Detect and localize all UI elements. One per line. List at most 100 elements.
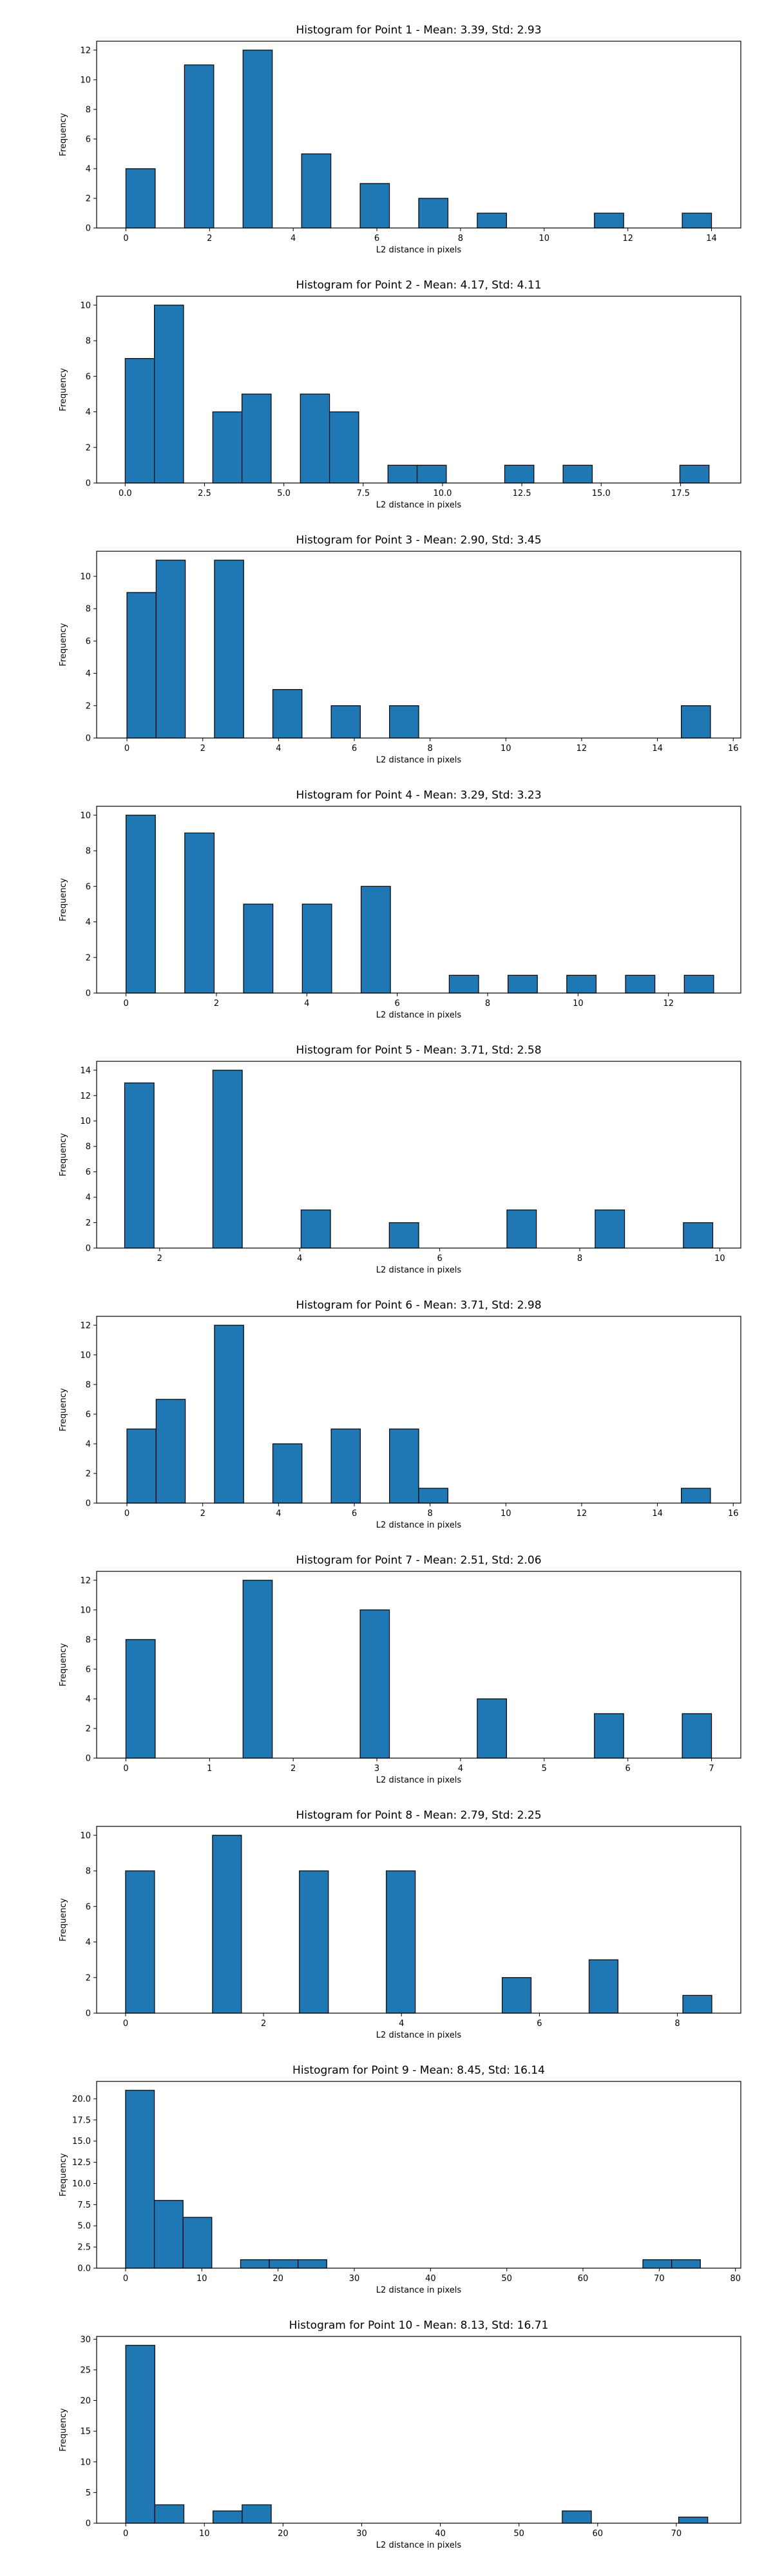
histogram-panel-1: Histogram for Point 1 - Mean: 3.39, Std:… — [0, 0, 773, 255]
x-tick-label: 1 — [207, 1764, 212, 1774]
histogram-bar — [155, 1399, 186, 1504]
histogram-svg: Histogram for Point 7 - Mean: 2.51, Std:… — [59, 1554, 741, 1785]
y-tick-label: 0 — [86, 479, 91, 489]
x-tick-label: 14 — [706, 234, 717, 243]
histogram-panel-2: Histogram for Point 2 - Mean: 4.17, Std:… — [0, 255, 773, 510]
histogram-bar — [389, 705, 419, 739]
y-tick-label: 2 — [86, 1724, 91, 1734]
x-tick-label: 2.5 — [198, 489, 211, 498]
histogram-bar — [387, 464, 418, 484]
x-tick-label: 0 — [123, 2274, 128, 2284]
histogram-svg: Histogram for Point 10 - Mean: 8.13, Std… — [59, 2319, 741, 2550]
y-tick-label: 10 — [80, 811, 91, 820]
x-tick-label: 0 — [123, 1764, 128, 1774]
histogram-bar — [126, 1428, 157, 1504]
histogram-bar — [301, 153, 332, 229]
x-tick-label: 5.0 — [277, 489, 291, 498]
x-tick-label: 6 — [374, 234, 379, 243]
x-tick-label: 10 — [501, 1509, 511, 1519]
x-tick-label: 4 — [291, 234, 296, 243]
y-tick-label: 4 — [86, 1439, 91, 1449]
axes-frame — [96, 806, 741, 994]
x-tick-label: 17.5 — [671, 489, 690, 498]
histogram-bar — [300, 1209, 331, 1249]
histogram-bar — [389, 1428, 419, 1504]
histogram-bar — [242, 50, 273, 229]
x-tick-label: 2 — [207, 234, 212, 243]
y-tick-label: 8 — [86, 1142, 91, 1152]
histogram-bar — [360, 886, 391, 994]
x-tick-label: 10 — [501, 744, 511, 753]
x-tick-label: 8 — [674, 2019, 680, 2029]
y-tick-label: 6 — [86, 135, 91, 144]
histogram-bar — [272, 1443, 303, 1504]
y-tick-label: 10 — [80, 75, 91, 85]
y-tick-label: 8 — [86, 1867, 91, 1877]
histogram-bar — [240, 2259, 270, 2269]
histogram-bar — [214, 1325, 244, 1504]
axes-frame — [96, 2081, 741, 2269]
x-tick-label: 30 — [349, 2274, 360, 2284]
histogram-bar — [418, 1488, 448, 1504]
histogram-bar — [242, 1580, 273, 1759]
y-tick-label: 4 — [86, 918, 91, 927]
x-tick-label: 2 — [261, 2019, 266, 2029]
y-tick-label: 2 — [86, 443, 91, 453]
histogram-bar — [562, 2510, 592, 2524]
x-tick-label: 12 — [663, 999, 674, 1009]
histogram-bar — [125, 2090, 155, 2269]
x-tick-label: 20 — [278, 2529, 289, 2539]
y-tick-label: 10 — [80, 301, 91, 310]
y-tick-label: 15.0 — [72, 2137, 91, 2146]
histogram-bar — [683, 974, 714, 994]
x-tick-label: 10 — [196, 2274, 207, 2284]
histogram-bar — [299, 1870, 329, 2014]
x-tick-label: 0 — [123, 234, 128, 243]
y-tick-label: 4 — [86, 1694, 91, 1704]
y-axis-label: Frequency — [59, 2408, 68, 2451]
x-axis-label: L2 distance in pixels — [376, 1010, 462, 1020]
x-tick-label: 6 — [437, 1254, 442, 1264]
x-tick-label: 30 — [356, 2529, 367, 2539]
histogram-svg: Histogram for Point 9 - Mean: 8.45, Std:… — [59, 2064, 741, 2295]
histogram-bar — [269, 2259, 299, 2269]
x-axis-label: L2 distance in pixels — [376, 245, 462, 255]
axes-frame — [96, 1826, 741, 2014]
y-tick-label: 7.5 — [77, 2201, 91, 2210]
y-tick-label: 8 — [86, 1635, 91, 1645]
x-tick-label: 4 — [399, 2019, 404, 2029]
histogram-bar — [477, 1698, 507, 1759]
x-tick-label: 70 — [654, 2274, 665, 2284]
x-tick-label: 16 — [728, 1509, 739, 1519]
histogram-svg: Histogram for Point 6 - Mean: 3.71, Std:… — [59, 1299, 741, 1530]
y-tick-label: 5 — [86, 2488, 91, 2498]
histogram-bar — [625, 974, 656, 994]
histogram-bar — [386, 1870, 416, 2014]
histogram-bar — [671, 2259, 701, 2269]
chart-title: Histogram for Point 6 - Mean: 3.71, Std:… — [296, 1299, 541, 1312]
y-tick-label: 8 — [86, 105, 91, 115]
x-tick-label: 40 — [425, 2274, 436, 2284]
x-tick-label: 50 — [513, 2529, 524, 2539]
x-tick-label: 4 — [304, 999, 309, 1009]
x-tick-label: 7 — [709, 1764, 714, 1774]
y-tick-label: 4 — [86, 669, 91, 679]
chart-title: Histogram for Point 4 - Mean: 3.29, Std:… — [296, 789, 541, 802]
histogram-bar — [242, 2504, 272, 2524]
x-tick-label: 4 — [276, 744, 281, 753]
axes-frame — [96, 296, 741, 484]
histogram-panel-6: Histogram for Point 6 - Mean: 3.71, Std:… — [0, 1275, 773, 1530]
y-tick-label: 14 — [80, 1066, 91, 1075]
x-tick-label: 20 — [272, 2274, 283, 2284]
x-axis-label: L2 distance in pixels — [376, 755, 462, 765]
axes-frame — [96, 551, 741, 739]
x-tick-label: 10 — [573, 999, 584, 1009]
y-axis-label: Frequency — [59, 368, 68, 411]
y-tick-label: 6 — [86, 372, 91, 382]
histogram-panel-8: Histogram for Point 8 - Mean: 2.79, Std:… — [0, 1785, 773, 2040]
histogram-svg: Histogram for Point 3 - Mean: 2.90, Std:… — [59, 534, 741, 765]
x-tick-label: 12 — [622, 234, 633, 243]
y-tick-label: 12 — [80, 1092, 91, 1101]
x-tick-label: 0 — [123, 2019, 128, 2029]
histogram-bar — [681, 705, 711, 739]
